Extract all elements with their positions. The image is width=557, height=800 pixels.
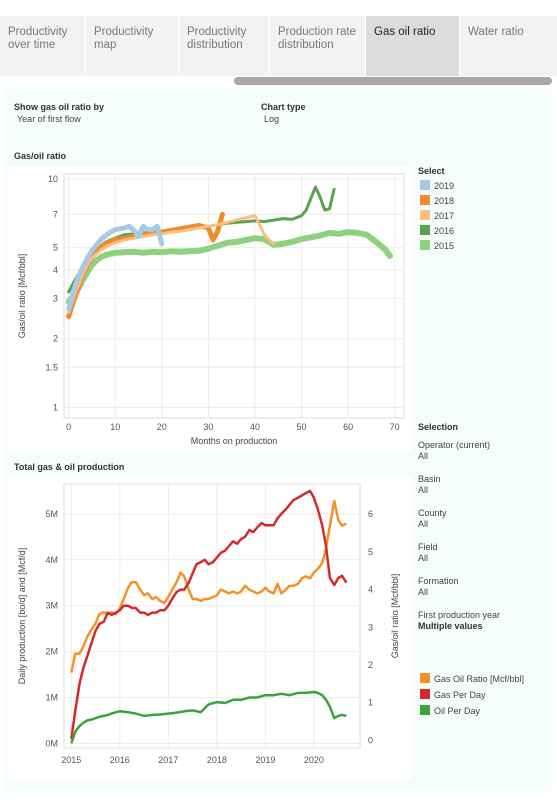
legend-label[interactable]: 2018 (434, 196, 455, 206)
y-tick-label: 2 (53, 334, 58, 344)
tab-productivity-over-time[interactable]: Productivity over time (0, 16, 85, 76)
legend-swatch[interactable] (420, 673, 430, 683)
legend-label[interactable]: 2016 (434, 226, 455, 236)
series-line-2017 (67, 214, 276, 315)
filter-value-dropdown[interactable]: All (418, 451, 429, 461)
y-tick-label-right: 1 (368, 698, 373, 708)
y-tick-label-right: 0 (368, 735, 373, 745)
production-chart[interactable]: 2015 2016 2017 2018 2019 2020 0M 1M 2M 3M 4M 5M 0 1 2 3… (8, 476, 412, 780)
filter-value-dropdown[interactable]: All (418, 587, 429, 597)
x-tick-label: 40 (250, 422, 260, 432)
legend-swatch[interactable] (420, 225, 430, 235)
tab-productivity-distribution[interactable]: Productivity distribution (179, 16, 269, 76)
x-tick-label: 20 (157, 422, 167, 432)
tab-label: Gas oil ratio (374, 26, 436, 38)
filter-label: Field (418, 542, 438, 552)
select-legend-title: Select (418, 166, 445, 176)
y-tick-label: 4 (53, 265, 58, 275)
y-tick-label-left: 1M (45, 692, 58, 702)
filter-value-dropdown[interactable]: Multiple values (418, 621, 483, 631)
plot-frame (63, 483, 361, 749)
series-line-2015 (65, 229, 393, 305)
legend-swatch[interactable] (420, 210, 430, 220)
tab-production-rate-distribution[interactable]: Production rate distribution (270, 16, 365, 76)
tab-label: Productivity map (94, 26, 154, 51)
gor-chart-title: Gas/oil ratio (14, 151, 67, 161)
x-tick-label: 2016 (110, 755, 130, 765)
y-tick-label-right: 4 (368, 585, 373, 595)
x-tick-label: 70 (390, 422, 400, 432)
tab-gas-oil-ratio[interactable]: Gas oil ratio (366, 16, 459, 76)
y-axis-label-left: Daily production [bo/d] and [Mcf/d] (17, 548, 27, 685)
tab-label: Production rate distribution (278, 26, 356, 51)
y-tick-label-right: 2 (368, 660, 373, 670)
y-tick-label: 3 (53, 293, 58, 303)
x-tick-label: 50 (297, 422, 307, 432)
production-chart-area: 2015 2016 2017 2018 2019 2020 0M 1M 2M 3M 4M 5M 0 1 2 3… (8, 476, 412, 780)
x-tick-label: 60 (343, 422, 353, 432)
x-tick-label: 0 (66, 422, 71, 432)
legend-swatch[interactable] (420, 180, 430, 190)
legend-swatch[interactable] (420, 705, 430, 715)
selection-title: Selection (418, 422, 459, 432)
y-tick-label-left: 3M (45, 601, 58, 611)
tab-label: Productivity over time (8, 26, 68, 51)
y-axis-label: Gas/oil ratio [Mcf/bbl] (17, 254, 27, 339)
legend-swatch[interactable] (420, 689, 430, 699)
series-line-2019 (66, 223, 165, 312)
series-line-gas-per-day (70, 489, 348, 739)
x-tick-label: 2015 (61, 755, 81, 765)
legend-swatch[interactable] (420, 195, 430, 205)
chart-type-label: Chart type (261, 102, 306, 112)
y-tick-label-right: 5 (368, 547, 373, 557)
y-tick-label-right: 3 (368, 622, 373, 632)
legend-label[interactable]: 2015 (434, 241, 455, 251)
x-tick-label: 2020 (304, 755, 324, 765)
legend-swatch[interactable] (420, 240, 430, 250)
series-line-oil-per-day (70, 690, 347, 744)
y-tick-label: 10 (48, 174, 58, 184)
y-tick-label-left: 5M (45, 509, 58, 519)
legend-label[interactable]: Gas Per Day (434, 690, 486, 700)
x-tick-label: 30 (203, 422, 213, 432)
y-tick-label-left: 2M (45, 647, 58, 657)
x-axis-label: Months on production (191, 436, 278, 446)
y-axis-label-right: Gas/oil ratio [Mcf/bbl] (390, 574, 400, 659)
gor-chart-area: 0 10 20 30 40 50 60 70 1 1.5 2 3 4 5 7 10 Months on prod… (8, 166, 412, 452)
tab-bar: Productivity over time Productivity map … (0, 16, 557, 76)
y-tick-label: 1.5 (45, 362, 58, 372)
show-by-label: Show gas oil ratio by (14, 102, 105, 112)
filter-label: Formation (418, 576, 459, 586)
y-tick-label-right: 6 (368, 509, 373, 519)
filter-value-dropdown[interactable]: All (418, 519, 429, 529)
y-tick-label: 5 (53, 243, 58, 253)
x-tick-label: 10 (110, 422, 120, 432)
x-tick-label: 2018 (207, 755, 227, 765)
filter-value-dropdown[interactable]: All (418, 553, 429, 563)
filter-label: Basin (418, 474, 441, 484)
production-chart-title: Total gas & oil production (14, 462, 125, 472)
legend-label[interactable]: 2017 (434, 211, 455, 221)
filter-label: County (418, 508, 447, 518)
tab-water-ratio[interactable]: Water ratio (460, 16, 557, 76)
filter-value-dropdown[interactable]: All (418, 485, 429, 495)
tab-label: Productivity distribution (187, 26, 247, 51)
tab-productivity-map[interactable]: Productivity map (86, 16, 178, 76)
filter-label: Operator (current) (418, 440, 491, 450)
legend-label[interactable]: Gas Oil Ratio [Mcf/bbl] (434, 674, 525, 684)
horizontal-scrollbar[interactable] (234, 77, 552, 85)
legend-label[interactable]: Oil Per Day (434, 706, 481, 716)
tab-label: Water ratio (468, 26, 524, 38)
y-tick-label-left: 4M (45, 555, 58, 565)
legend-label[interactable]: 2019 (434, 181, 455, 191)
filter-label: First production year (418, 610, 501, 620)
chart-type-dropdown[interactable]: Log (264, 114, 280, 124)
show-by-dropdown[interactable]: Year of first flow (17, 114, 81, 124)
y-tick-label: 1 (53, 403, 58, 413)
x-tick-label: 2019 (255, 755, 275, 765)
y-tick-label-left: 0M (45, 738, 58, 748)
y-tick-label: 7 (53, 209, 58, 219)
x-tick-label: 2017 (158, 755, 178, 765)
gor-chart[interactable]: 0 10 20 30 40 50 60 70 1 1.5 2 3 4 5 7 10 Months on prod… (8, 166, 412, 452)
